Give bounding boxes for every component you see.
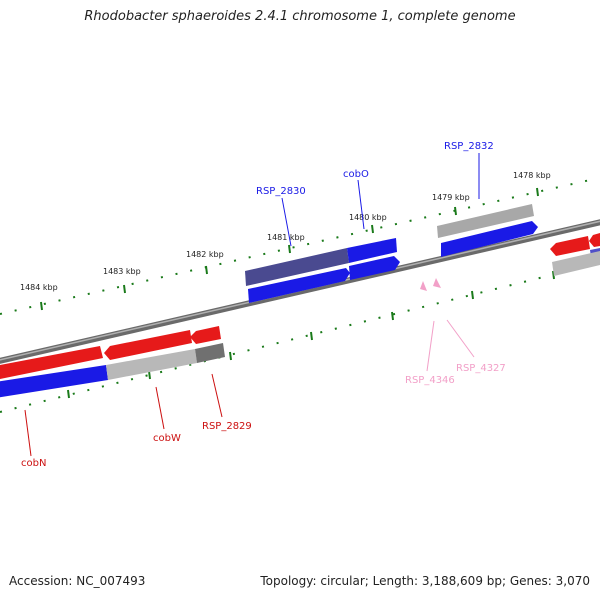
gene-lower-dark[interactable]: [195, 343, 225, 363]
major-tick: [205, 265, 208, 275]
major-tick: [288, 244, 291, 254]
gene-lower-grey[interactable]: [106, 349, 197, 380]
feature-rsp4327[interactable]: [433, 278, 441, 288]
gene-label[interactable]: cobW: [153, 433, 181, 444]
major-tick: [310, 331, 313, 341]
gene-label[interactable]: RSP_2829: [202, 421, 252, 432]
accession-text: Accession: NC_007493: [9, 574, 146, 588]
major-tick: [229, 351, 232, 361]
major-tick: [40, 301, 43, 311]
kbp-label: 1480 kbp: [349, 213, 387, 222]
gene-rsp2832[interactable]: [441, 221, 538, 257]
major-tick: [391, 311, 394, 321]
gene-cobw[interactable]: [104, 330, 192, 360]
gene-rsp2830[interactable]: [248, 268, 350, 303]
leader-lines: [24, 153, 480, 457]
major-tick: [471, 290, 474, 300]
map-title: Rhodobacter sphaeroides 2.4.1 chromosome…: [84, 9, 516, 24]
gene-rsp2829[interactable]: [190, 326, 221, 344]
kbp-label: 1484 kbp: [20, 283, 58, 292]
kbp-label: 1479 kbp: [432, 193, 470, 202]
kbp-label: 1483 kbp: [103, 267, 141, 276]
kbp-label: 1478 kbp: [513, 171, 551, 180]
gene-right-red-1[interactable]: [550, 236, 590, 256]
kbp-label: 1481 kbp: [267, 233, 305, 242]
major-tick: [123, 284, 126, 294]
gene-right-grey[interactable]: [552, 251, 600, 276]
kbp-labels: 1478 kbp 1479 kbp 1480 kbp 1481 kbp 1482…: [20, 171, 551, 292]
gene-label[interactable]: RSP_4346: [405, 375, 455, 386]
major-tick: [371, 224, 374, 234]
major-ticks: [40, 187, 539, 311]
inner-major-ticks: [67, 270, 555, 399]
gene-label[interactable]: RSP_4327: [456, 363, 506, 374]
gene-right-red-2[interactable]: [589, 233, 600, 247]
kbp-label: 1482 kbp: [186, 250, 224, 259]
gene-cobo-right[interactable]: [347, 238, 397, 263]
pseudo-features: [420, 278, 441, 291]
major-tick: [67, 389, 70, 399]
genome-summary-text: Topology: circular; Length: 3,188,609 bp…: [260, 574, 590, 588]
major-tick: [148, 370, 151, 380]
feature-rsp4346[interactable]: [420, 281, 427, 291]
major-tick: [552, 270, 555, 280]
forward-strand-genes: [245, 204, 600, 303]
gene-rsp2832-shadow[interactable]: [437, 204, 534, 238]
gene-label[interactable]: cobO: [343, 169, 369, 180]
gene-lower-blue[interactable]: [0, 365, 108, 398]
gene-label[interactable]: cobN: [21, 458, 46, 469]
gene-label[interactable]: RSP_2832: [444, 141, 494, 152]
major-tick: [536, 187, 539, 197]
gene-label[interactable]: RSP_2830: [256, 186, 306, 197]
gene-labels: RSP_2832 cobO RSP_2830 cobN cobW RSP_282…: [21, 141, 506, 469]
gene-cobn[interactable]: [0, 346, 103, 380]
major-tick: [454, 206, 457, 216]
gene-rsp2830b[interactable]: [349, 256, 400, 280]
reverse-strand-genes: [0, 233, 600, 398]
gene-cobo-left[interactable]: [245, 248, 349, 286]
